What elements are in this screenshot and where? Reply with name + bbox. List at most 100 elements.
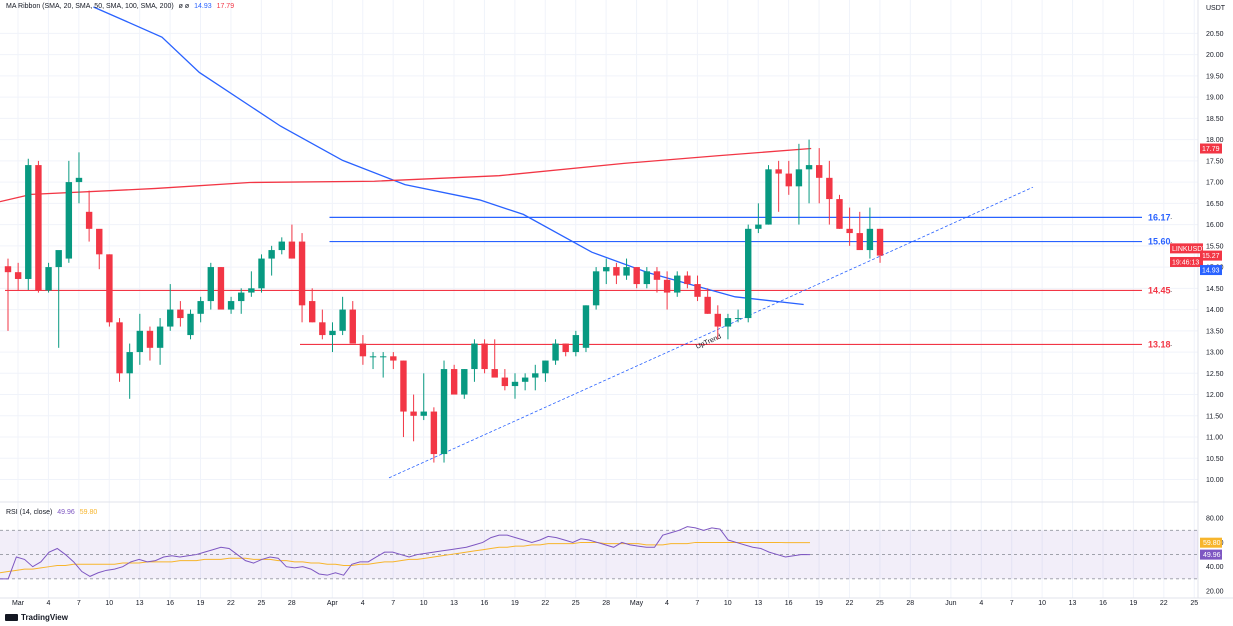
price-tick-label: 11.50 [1206,413,1223,420]
ma-ribbon [0,6,812,306]
candle [501,369,509,391]
candle-body [288,241,296,259]
candle [613,262,620,285]
level-label: 14.45 [1148,285,1171,295]
candle [694,275,701,302]
candle [14,262,22,291]
rsi-tag-bg [1200,549,1222,560]
grid [0,0,1233,599]
candle-body [379,356,387,358]
candle [106,254,113,327]
candle-body [177,309,184,319]
price-tick-label: 18.50 [1206,116,1224,123]
candle [856,211,863,251]
time-tick-label: 22 [846,600,854,607]
candle [85,190,93,242]
candle-body [156,326,164,348]
candle-body [582,305,590,348]
candle [481,339,488,374]
time-tick-label: 10 [105,600,113,607]
time-tick-label: 16 [481,600,489,607]
candle-body [552,343,559,361]
candle-body [846,228,853,234]
time-tick-label: 4 [979,600,983,607]
candle [430,407,438,463]
time-tick-label: 28 [288,600,296,607]
candle-body [35,165,42,291]
tradingview-logo-icon [5,614,18,622]
ma-ribbon-legend[interactable]: MA Ribbon (SMA, 20, SMA, 50, SMA, 100, S… [6,3,237,10]
rsi-ma-tag: 59.80 [1203,540,1221,547]
price-tick-label: 20.00 [1206,52,1224,59]
price-tick-label: 13.00 [1206,350,1224,357]
time-tick-label: 10 [1038,600,1046,607]
candle [4,258,12,331]
rsi-ma-tag-bg [1200,537,1222,548]
candle [755,203,762,234]
price-tick-label: 12.00 [1206,392,1224,399]
rsi-tag: 49.96 [1203,552,1221,559]
candle-body [309,301,316,323]
rsi-legend[interactable]: RSI (14, close) 49.96 59.80 [6,509,100,516]
candle-body [420,411,427,416]
candle-body [96,228,103,255]
candle [45,262,52,293]
candle-body [663,279,671,293]
candle-body [146,330,154,348]
level-label: 13.18 [1148,339,1171,349]
candle-body [329,330,336,336]
candle [785,160,792,195]
candle-body [167,309,174,327]
candle-body [592,271,600,306]
time-tick-label: 16 [1099,600,1107,607]
price-tag: 17.79 [1202,146,1220,153]
candle [339,296,346,336]
candle-body [55,250,62,268]
candle [745,224,752,323]
level-dot: · [1170,288,1172,295]
candle-body [532,373,539,378]
uptrend-line: UpTrend [388,186,1034,479]
candle-body [227,301,235,310]
candle [167,284,174,331]
candle-body [75,177,83,183]
candle-body [65,182,73,259]
candle [410,394,417,442]
candle-body [521,377,529,382]
candle [55,250,62,348]
candle-body [4,266,12,273]
candle [643,267,651,289]
time-tick-label: Mar [12,600,25,607]
rsi-title: RSI (14, close) [6,509,53,516]
candle-body [734,318,742,320]
price-tick-label: 19.50 [1206,73,1224,80]
candle [491,339,498,378]
logo-text: TradingView [21,613,68,622]
price-tag-bg [1200,250,1222,261]
candle-body [410,411,417,416]
price-tick-label: 19.00 [1206,95,1224,102]
candle [866,207,874,259]
candle [450,364,458,395]
tradingview-logo[interactable]: TradingView [5,613,68,622]
time-tick-label: 25 [876,600,884,607]
price-tick-label: 13.50 [1206,328,1224,335]
candle [359,335,367,365]
candle-body [603,267,610,272]
candle-body [724,318,732,327]
candle [207,262,214,310]
candle-body [755,224,762,229]
candle-body [491,369,498,378]
price-tick-label: 17.00 [1206,180,1224,187]
time-tick-label: 13 [450,600,458,607]
candle [25,158,32,291]
price-tick-label: 12.50 [1206,371,1224,378]
horizontal-levels: 16.17·15.60·14.45·13.18 · [5,212,1172,349]
candle-body [25,165,32,279]
candle-body [856,233,863,251]
candle [390,352,397,370]
candle-body [461,369,468,395]
price-tick-label: 10.50 [1206,456,1224,463]
time-tick-label: 7 [391,600,395,607]
